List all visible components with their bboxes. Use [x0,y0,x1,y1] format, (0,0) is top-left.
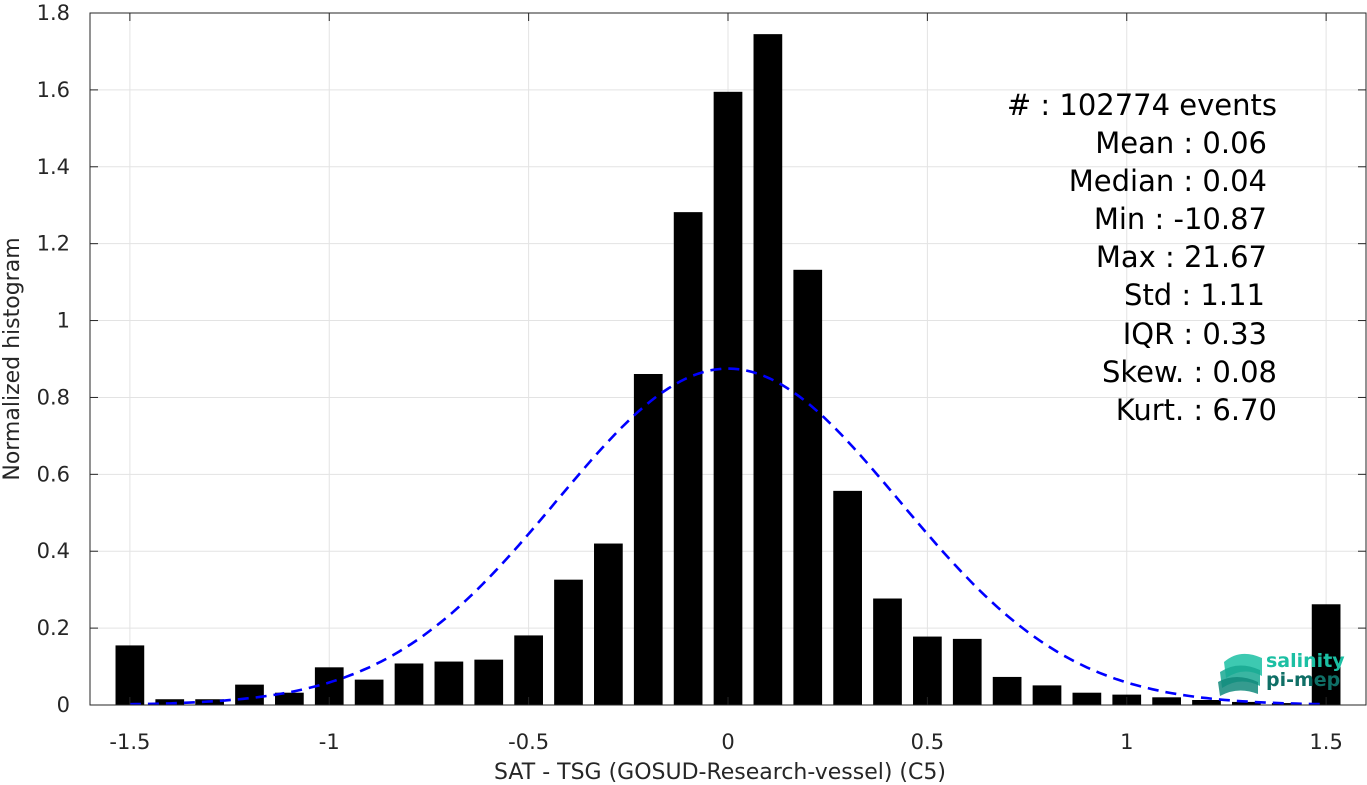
histogram-bar-28 [1232,701,1261,705]
histogram-bar-10 [514,635,543,705]
x-tick-label-3: 0 [721,730,734,754]
histogram-bar-27 [1192,700,1221,705]
y-tick-label-8: 1.6 [37,78,70,102]
histogram-bar-13 [633,373,663,705]
x-tick-label-2: -0.5 [508,730,549,754]
histogram-bar-12 [594,543,623,705]
histogram-bar-14 [673,212,703,706]
x-tick-label-1: -1 [319,730,340,754]
y-tick-label-3: 0.6 [37,462,70,486]
stat-events: # : 102774 events [1007,88,1277,122]
x-tick-label-0: -1.5 [109,730,150,754]
histogram-bar-23 [1032,685,1062,705]
axis-ticks: -1.5 -1 -0.5 0 0.5 1 1.5 0 0.2 0.4 0.6 0.8 1 1.2 1.4 1.… [37,1,1366,754]
logo-line-pi-mep: pi-mep [1266,669,1340,691]
histogram-bar-29 [1271,703,1301,705]
histogram-bar-21 [952,638,982,705]
histogram-bar-9 [474,659,504,705]
histogram-bar-6 [354,679,384,705]
histogram-bar-4 [275,692,304,705]
logo-line-salinity: salinity [1266,650,1345,672]
histogram-bar-3 [235,684,264,705]
stat-std: Std : 1.11 [1124,278,1265,312]
stats-box: # : 102774 events Mean : 0.06 Median : 0… [1007,88,1277,427]
gaussian-fit-curve [129,367,1327,706]
wave-layers-icon [1218,653,1262,696]
histogram-bar-7 [394,663,424,705]
y-tick-label-4: 0.8 [37,385,70,409]
stat-max: Max : 21.67 [1096,240,1267,274]
histogram-bar-0 [115,645,145,705]
stat-iqr: IQR : 0.33 [1123,317,1267,351]
histogram-bar-20 [913,636,942,705]
x-tick-label-5: 1 [1120,730,1133,754]
histogram-bars [115,34,1341,706]
histogram-bar-30 [1311,604,1341,705]
y-tick-label-6: 1.2 [37,232,70,256]
stat-mean: Mean : 0.06 [1095,126,1267,160]
histogram-bar-24 [1072,692,1102,705]
histogram-bar-11 [554,579,583,705]
x-tick-label-4: 0.5 [911,730,944,754]
histogram-bar-15 [713,91,743,706]
histogram-bar-16 [753,34,783,705]
y-tick-label-1: 0.2 [37,616,70,640]
y-tick-label-2: 0.4 [37,539,70,563]
histogram-bar-19 [873,598,902,705]
y-tick-label-0: 0 [57,693,70,717]
stat-kurt: Kurt. : 6.70 [1116,393,1277,427]
y-axis-title: Normalized histogram [0,237,25,480]
salinity-pi-mep-logo: salinity pi-mep [1218,650,1345,696]
histogram-bar-22 [992,676,1022,705]
y-tick-label-9: 1.8 [37,1,70,25]
y-tick-label-7: 1.4 [37,155,70,179]
histogram-bar-17 [793,269,823,705]
histogram-bar-18 [833,490,862,705]
stat-min: Min : -10.87 [1094,202,1267,236]
histogram-bar-26 [1152,697,1181,705]
y-tick-label-5: 1 [57,309,70,333]
stat-median: Median : 0.04 [1069,164,1267,198]
x-tick-label-6: 1.5 [1309,730,1342,754]
x-axis-title: SAT - TSG (GOSUD-Research-vessel) (C5) [494,760,946,785]
histogram-bar-8 [434,661,464,705]
stat-skew: Skew. : 0.08 [1102,355,1277,389]
